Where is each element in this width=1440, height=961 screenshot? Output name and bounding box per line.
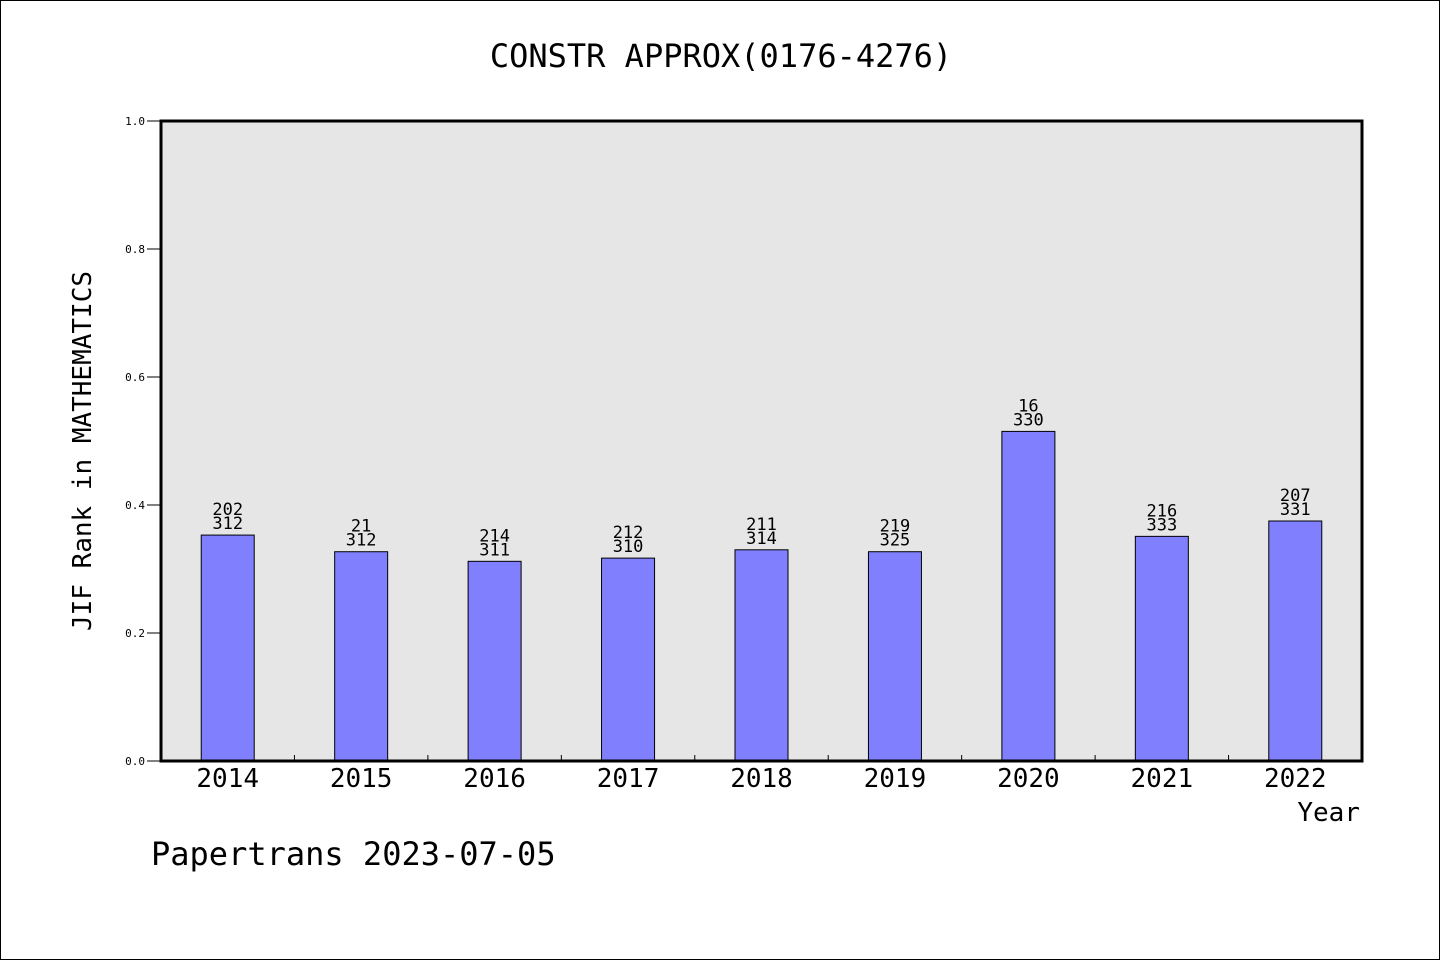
bar-label-total: 333 — [1146, 515, 1177, 535]
bar-2018 — [734, 549, 789, 762]
bar-2017 — [601, 557, 656, 762]
y-tick-label: 0.6 — [125, 371, 145, 384]
bar-label-rank: 16 — [1018, 396, 1038, 416]
bar-2014 — [200, 534, 255, 762]
bar-label-total: 312 — [212, 514, 243, 534]
x-tick-label: 2018 — [730, 764, 793, 794]
x-axis: 2014 2015 2016 2017 2018 2019 2020 2021 2022 — [196, 755, 1327, 794]
x-tick-label: 2020 — [997, 764, 1060, 794]
bar-2021 — [1134, 535, 1189, 762]
x-tick-label: 2015 — [330, 764, 393, 794]
bar-label-total: 331 — [1280, 500, 1311, 520]
x-tick-label: 2014 — [196, 764, 259, 794]
bar-label-total: 311 — [479, 540, 510, 560]
x-tick-label: 2019 — [864, 764, 927, 794]
y-axis: 0.0 0.2 0.4 0.6 0.8 1.0 — [125, 115, 161, 768]
bar-2016 — [467, 560, 522, 762]
y-tick-label: 0.8 — [125, 243, 145, 256]
bar-2020 — [1001, 430, 1056, 762]
y-tick-label: 1.0 — [125, 115, 145, 128]
bar-2015 — [334, 551, 389, 762]
bar-label-total: 314 — [746, 529, 777, 549]
bar-label-rank: 214 — [479, 526, 510, 546]
plot-frame — [159, 119, 1364, 763]
bar-label-rank: 219 — [880, 517, 911, 537]
x-axis-label: Year — [1297, 798, 1360, 828]
bar-label-total: 310 — [613, 537, 644, 557]
y-tick-label: 0.0 — [125, 755, 145, 768]
bar-label-rank: 21 — [351, 517, 371, 537]
bar-label-rank: 216 — [1146, 501, 1177, 521]
bar-label-total: 325 — [880, 531, 911, 551]
x-tick-label: 2016 — [463, 764, 526, 794]
chart-title: CONSTR APPROX(0176-4276) — [490, 37, 952, 75]
bar-label-rank: 212 — [613, 523, 644, 543]
bar-label-total: 312 — [346, 531, 377, 551]
bar-label-rank: 207 — [1280, 486, 1311, 506]
footer-credit: Papertrans 2023-07-05 — [151, 835, 556, 873]
bar-2022 — [1268, 520, 1323, 762]
y-tick-label: 0.4 — [125, 499, 145, 512]
bar-label-rank: 202 — [212, 500, 243, 520]
y-axis-label: JIF Rank in MATHEMATICS — [68, 271, 98, 631]
x-tick-label: 2021 — [1131, 764, 1194, 794]
x-tick-label: 2022 — [1264, 764, 1327, 794]
bar-label-rank: 211 — [746, 515, 777, 535]
bar-2019 — [867, 551, 922, 762]
x-tick-label: 2017 — [597, 764, 660, 794]
y-tick-label: 0.2 — [125, 627, 145, 640]
bars-layer — [200, 430, 1323, 762]
bar-label-total: 330 — [1013, 410, 1044, 430]
